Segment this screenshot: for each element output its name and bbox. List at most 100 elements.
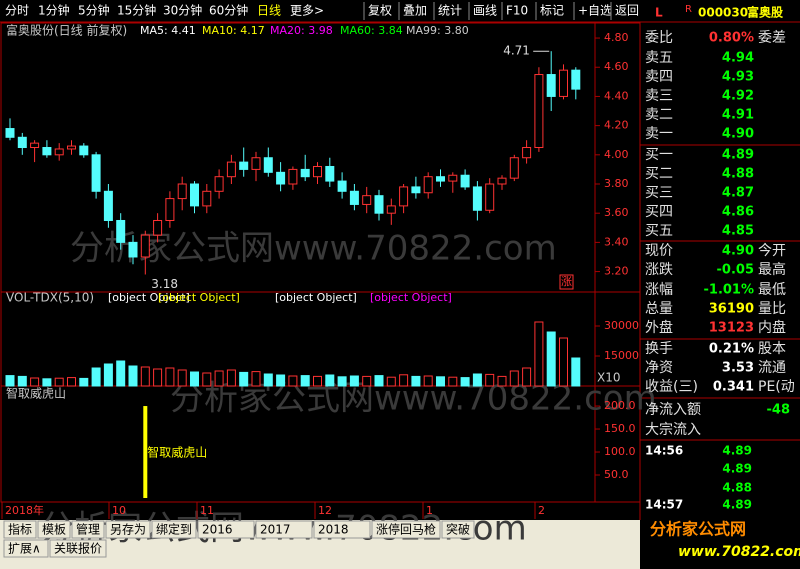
- footer-button[interactable]: [3, 539, 49, 558]
- signal-label: 智取威虎山: [147, 445, 207, 460]
- candle-body: [362, 195, 372, 205]
- candle-body: [116, 219, 126, 243]
- tab-label[interactable]: 指标: [8, 522, 32, 537]
- toolbar-button[interactable]: 统计: [438, 4, 462, 18]
- candle-body: [534, 74, 544, 149]
- quote-label: 总量: [645, 301, 673, 317]
- candle-body: [54, 148, 64, 156]
- stock-code: 000030: [698, 6, 748, 20]
- tab[interactable]: [255, 520, 313, 539]
- toolbar-button[interactable]: 60分钟: [209, 3, 248, 18]
- tab[interactable]: [197, 520, 255, 539]
- quote-value: 4.85: [722, 224, 754, 239]
- quote-value: 4.91: [722, 108, 754, 123]
- toolbar-button[interactable]: 返回: [615, 4, 639, 18]
- quote-label: 大宗流入: [645, 422, 701, 438]
- volume-bar: [559, 337, 568, 387]
- tab-label[interactable]: 管理: [76, 522, 100, 537]
- toolbar-button[interactable]: 5分钟: [78, 3, 110, 18]
- volume-bar: [337, 376, 347, 387]
- candle-body: [571, 69, 581, 90]
- candle-body: [276, 171, 286, 185]
- candle-body: [411, 186, 421, 194]
- tab-label[interactable]: 2018: [318, 523, 349, 537]
- footer-button[interactable]: [49, 539, 107, 558]
- toolbar-button[interactable]: 30分钟: [163, 3, 202, 18]
- quote-value: 4.94: [722, 51, 754, 66]
- quote-label: 买二: [645, 166, 673, 182]
- y-tick-label: 3.80: [604, 177, 629, 190]
- chart-title: 富奥股份(日线 前复权): [6, 23, 127, 38]
- toolbar-button[interactable]: F10: [506, 4, 528, 18]
- quote-label: 买四: [645, 204, 673, 220]
- y-tick-label: 200.0: [604, 399, 636, 412]
- tab[interactable]: [105, 520, 151, 539]
- volume-legend: [object Object]: [108, 291, 190, 304]
- quote-value: 3.53: [722, 361, 754, 376]
- flag: R: [685, 4, 692, 15]
- quote-label: 卖四: [645, 69, 673, 85]
- candle-body: [103, 190, 113, 221]
- volume-bar: [103, 363, 113, 387]
- tab[interactable]: [71, 520, 105, 539]
- tab-label[interactable]: 模板: [42, 523, 66, 537]
- toolbar-button[interactable]: 更多>: [290, 4, 324, 18]
- indicator-legend: MA10: 4.17: [202, 24, 265, 37]
- footer-label[interactable]: 关联报价: [54, 541, 102, 556]
- volume-bar: [91, 367, 101, 387]
- quote-label: 卖二: [645, 107, 673, 123]
- tab-label[interactable]: 突破: [446, 522, 470, 537]
- tab[interactable]: [371, 520, 441, 539]
- volume-bar: [399, 374, 409, 387]
- tick-time: 14:57: [645, 498, 683, 512]
- quote-value: -1.01%: [704, 283, 755, 298]
- volume-bar: [497, 375, 507, 387]
- tab-label[interactable]: 涨停回马枪: [376, 522, 436, 537]
- toolbar-button[interactable]: 日线: [257, 4, 281, 18]
- quote-label: 换手: [645, 340, 673, 357]
- tab-label[interactable]: 2017: [260, 523, 291, 537]
- y-tick-label: 30000: [604, 319, 639, 332]
- toolbar-button[interactable]: 1分钟: [38, 3, 70, 18]
- candle-body: [546, 74, 556, 97]
- annotation: 3.18: [151, 277, 178, 291]
- candle-body: [153, 219, 163, 236]
- tick-time: 14:56: [645, 444, 683, 458]
- toolbar-button[interactable]: 15分钟: [117, 3, 156, 18]
- stock-name: 富奥股: [747, 5, 784, 20]
- tab[interactable]: [151, 520, 197, 539]
- x-tick-label: 2: [538, 504, 545, 517]
- tab-label[interactable]: 2016: [202, 523, 233, 537]
- quote-value: 4.92: [722, 89, 754, 104]
- candle-body: [5, 128, 15, 138]
- tab[interactable]: [3, 520, 37, 539]
- y-tick-label: 100.0: [604, 445, 636, 458]
- volume-bar: [534, 321, 544, 387]
- toolbar-button[interactable]: 画线: [473, 4, 497, 18]
- volume-bar: [239, 371, 249, 387]
- tab[interactable]: [313, 520, 371, 539]
- toolbar-button[interactable]: 标记: [540, 4, 564, 18]
- quote-label: 卖五: [645, 50, 673, 66]
- y-tick-label: 4.20: [604, 119, 629, 132]
- toolbar-button[interactable]: +自选: [578, 4, 612, 18]
- volume-bar: [362, 375, 372, 387]
- candle-body: [42, 147, 52, 156]
- toolbar-button[interactable]: 叠加: [403, 4, 427, 18]
- x-tick-label: 1: [426, 504, 433, 517]
- volume-bar: [42, 378, 52, 387]
- quote-value: 36190: [709, 302, 754, 317]
- tab-label[interactable]: 另存为: [110, 523, 146, 537]
- tab[interactable]: [441, 520, 475, 539]
- toolbar-button[interactable]: 分时: [5, 4, 29, 18]
- footer-label[interactable]: 扩展∧: [8, 542, 41, 556]
- volume-bar: [448, 376, 458, 387]
- volume-bar: [460, 377, 470, 387]
- tab-label[interactable]: 绑定到: [156, 522, 192, 537]
- quote-value: 0.341: [713, 380, 754, 395]
- volume-bar: [571, 357, 581, 387]
- toolbar-button[interactable]: 复权: [368, 4, 392, 18]
- tab[interactable]: [37, 520, 71, 539]
- candle-body: [251, 157, 261, 170]
